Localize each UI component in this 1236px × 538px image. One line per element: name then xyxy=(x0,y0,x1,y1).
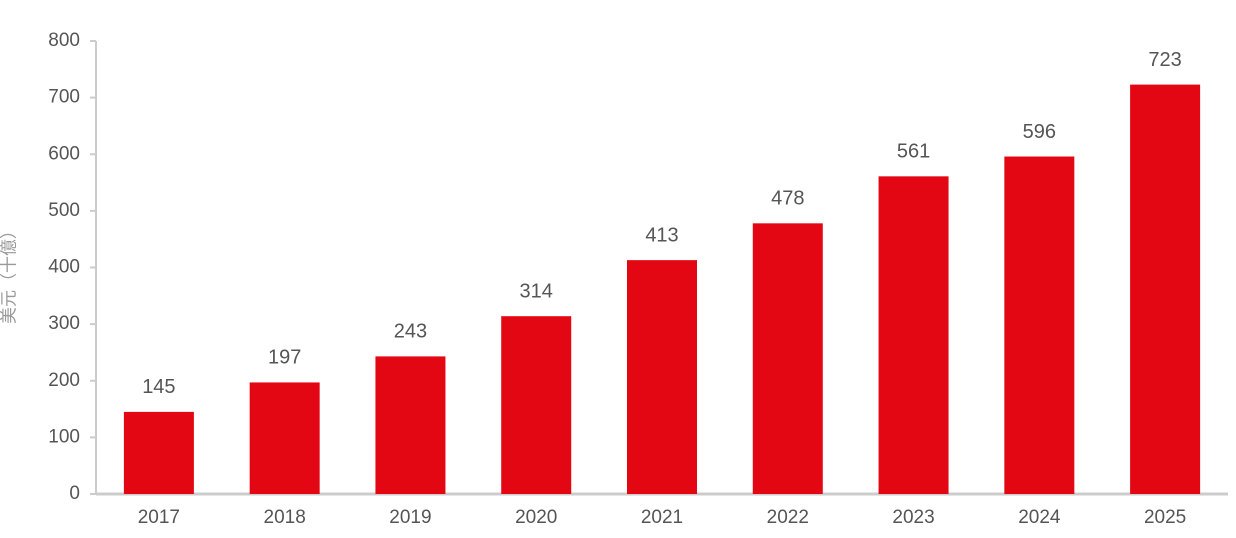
y-tick-label: 300 xyxy=(48,313,80,334)
x-tick-label: 2020 xyxy=(515,507,557,528)
data-label-2018: 197 xyxy=(268,347,301,369)
bar-2020 xyxy=(501,316,572,494)
y-tick-label: 800 xyxy=(48,30,80,51)
y-tick-label: 600 xyxy=(48,143,80,164)
data-label-2019: 243 xyxy=(394,321,427,343)
bar-2017 xyxy=(123,411,194,494)
bar-2021 xyxy=(627,260,697,494)
y-tick-label: 700 xyxy=(48,87,80,108)
bar-2024 xyxy=(1004,156,1075,494)
y-tick-label: 500 xyxy=(48,200,80,221)
y-axis: 0 100 200 300 400 500 600 700 800 xyxy=(48,30,97,504)
bar-2025 xyxy=(1130,84,1201,494)
y-tick-label: 100 xyxy=(48,426,80,447)
bars xyxy=(123,84,1201,495)
x-axis: 2017 2018 2019 2020 2021 2022 2023 2024 2025 xyxy=(96,492,1228,528)
bar-2022 xyxy=(752,223,823,494)
data-label-2024: 596 xyxy=(1023,121,1056,143)
x-tick-label: 2018 xyxy=(264,507,306,528)
x-tick-label: 2017 xyxy=(138,507,180,528)
y-axis-title: 美元（十億） xyxy=(0,222,18,324)
x-tick-label: 2022 xyxy=(767,507,809,528)
data-label-2020: 314 xyxy=(520,280,553,302)
x-tick-label: 2023 xyxy=(892,507,934,528)
y-tick-label: 0 xyxy=(69,483,80,504)
bar-2018 xyxy=(249,382,320,494)
bar-2023 xyxy=(878,176,949,495)
x-tick-label: 2021 xyxy=(641,507,683,528)
data-labels: 145 197 243 314 413 478 561 596 723 xyxy=(142,49,1182,398)
data-label-2017: 145 xyxy=(142,376,175,398)
y-tick-label: 400 xyxy=(48,257,80,278)
y-axis-title-group: 美元（十億） xyxy=(0,222,18,324)
data-label-2021: 413 xyxy=(645,224,678,246)
data-label-2025: 723 xyxy=(1148,49,1181,71)
x-tick-label: 2025 xyxy=(1144,507,1186,528)
data-label-2022: 478 xyxy=(771,188,804,210)
data-label-2023: 561 xyxy=(897,141,930,163)
bar-2019 xyxy=(375,356,446,494)
x-tick-label: 2024 xyxy=(1018,507,1061,528)
x-tick-label: 2019 xyxy=(389,507,431,528)
y-tick-label: 200 xyxy=(48,370,80,391)
